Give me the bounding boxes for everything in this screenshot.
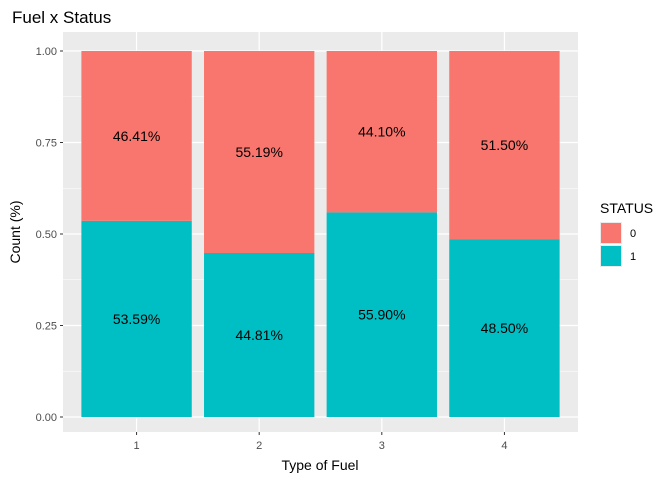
y-tick-label: 0.00 <box>36 412 57 424</box>
bar-data-label: 46.41% <box>113 128 160 144</box>
bar-segment-status-0 <box>204 51 315 253</box>
legend-label: 0 <box>630 228 636 240</box>
bar-data-label: 55.19% <box>235 144 282 160</box>
legend-title: STATUS <box>600 200 653 216</box>
x-axis-ticks: 1 2 3 4 <box>134 432 507 452</box>
y-axis-ticks: 0.00 0.25 0.50 0.75 1.00 <box>36 46 63 424</box>
x-tick-label: 3 <box>379 440 385 452</box>
x-tick-label: 1 <box>134 440 140 452</box>
bars <box>81 51 560 417</box>
legend: STATUS 0 1 <box>600 200 653 267</box>
legend-swatch-status-1 <box>601 246 621 266</box>
bar-data-label: 48.50% <box>481 320 528 336</box>
x-tick-label: 4 <box>501 440 507 452</box>
bar-labels: 53.59% 46.41% 44.81% 55.19% 55.90% 44.10% 48.5… <box>113 124 528 343</box>
bar-segment-status-0 <box>449 51 560 240</box>
bar-segment-status-0 <box>326 51 437 213</box>
legend-swatch-status-0 <box>601 223 621 243</box>
y-axis-title: Count (%) <box>7 200 23 263</box>
bar-data-label: 44.10% <box>358 124 405 140</box>
x-tick-label: 2 <box>256 440 262 452</box>
y-tick-label: 0.50 <box>36 229 57 241</box>
bar-segment-status-1 <box>449 239 560 417</box>
y-tick-label: 0.75 <box>36 138 57 150</box>
bar-data-label: 55.90% <box>358 307 405 323</box>
bar-data-label: 51.50% <box>481 137 528 153</box>
y-tick-label: 1.00 <box>36 46 57 58</box>
legend-label: 1 <box>630 251 636 263</box>
bar-data-label: 44.81% <box>235 327 282 343</box>
bar-segment-status-0 <box>81 51 192 221</box>
bar-data-label: 53.59% <box>113 311 160 327</box>
bar-segment-status-1 <box>204 252 315 417</box>
bar-segment-status-1 <box>81 220 192 417</box>
bar-segment-status-1 <box>326 212 437 417</box>
x-axis-title: Type of Fuel <box>281 457 358 473</box>
chart-title: Fuel x Status <box>12 8 111 27</box>
y-tick-label: 0.25 <box>36 321 57 333</box>
